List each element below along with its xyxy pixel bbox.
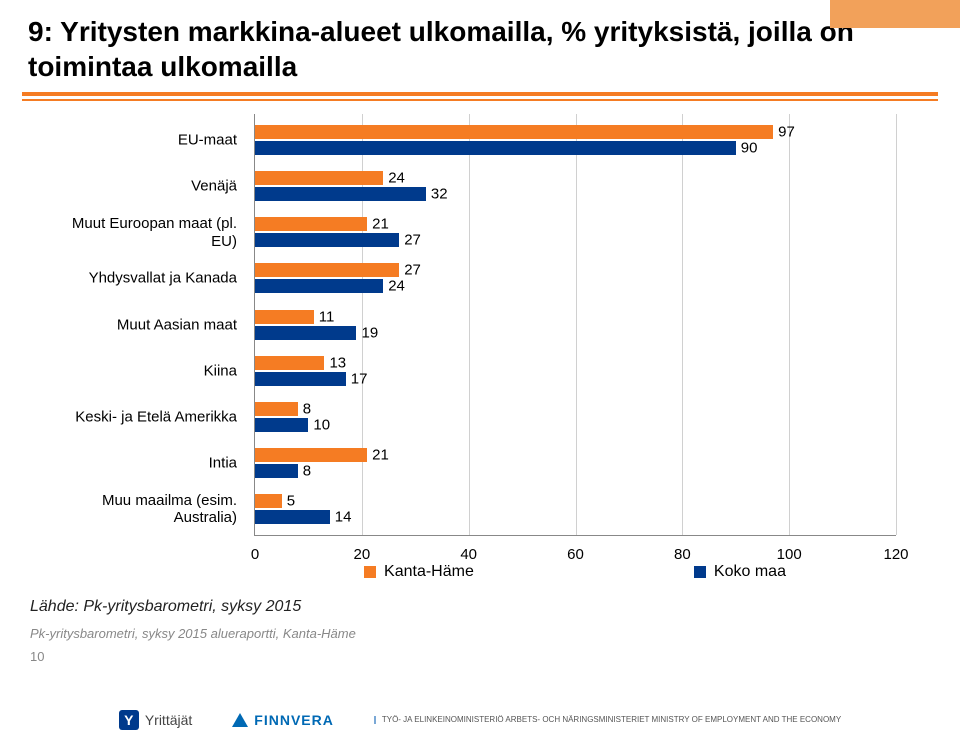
category-label: Keski- ja Etelä Amerikka — [45, 408, 245, 425]
bar-value-label: 5 — [282, 492, 295, 509]
gridline — [896, 114, 897, 535]
legend-label: Kanta-Häme — [384, 563, 474, 581]
bar-value-label: 13 — [324, 354, 346, 371]
yrittajat-icon: Y — [119, 710, 139, 730]
category-label: Intia — [45, 454, 245, 471]
title-rule — [22, 92, 938, 104]
bar-value-label: 32 — [426, 186, 448, 203]
bar-value-label: 24 — [383, 278, 405, 295]
bar-value-label: 97 — [773, 124, 795, 141]
bar: 21 — [255, 217, 367, 231]
bar: 11 — [255, 310, 314, 324]
chart-row: Muut Euroopan maat (pl. EU)2127 — [255, 212, 896, 252]
chart-row: Muu maailma (esim. Australia)514 — [255, 489, 896, 529]
bar: 97 — [255, 125, 773, 139]
bar: 19 — [255, 326, 356, 340]
category-label: Yhdysvallat ja Kanada — [45, 270, 245, 287]
chart-row: Keski- ja Etelä Amerikka810 — [255, 397, 896, 437]
logo-yrittajat: Y Yrittäjät — [119, 710, 192, 730]
category-label: EU-maat — [45, 131, 245, 148]
finnvera-icon — [232, 713, 248, 727]
chart-row: Intia218 — [255, 443, 896, 483]
footer-logos: Y Yrittäjät FINNVERA TYÖ- JA ELINKEINOMI… — [0, 710, 960, 730]
finnvera-label: FINNVERA — [254, 712, 334, 728]
legend-swatch — [364, 566, 376, 578]
bar: 5 — [255, 494, 282, 508]
chart-row: Muut Aasian maat1119 — [255, 305, 896, 345]
category-label: Muu maailma (esim. Australia) — [45, 492, 245, 527]
legend-item: Koko maa — [694, 563, 786, 581]
bar-value-label: 10 — [308, 416, 330, 433]
legend-swatch — [694, 566, 706, 578]
bar: 8 — [255, 464, 298, 478]
chart-row: Kiina1317 — [255, 351, 896, 391]
bar: 24 — [255, 279, 383, 293]
bar: 8 — [255, 402, 298, 416]
yrittajat-label: Yrittäjät — [145, 712, 192, 728]
bar-value-label: 17 — [346, 370, 368, 387]
chart-row: EU-maat9790 — [255, 120, 896, 160]
chart-row: Yhdysvallat ja Kanada2724 — [255, 258, 896, 298]
chart: 020406080100120EU-maat9790Venäjä2432Muut… — [44, 114, 916, 584]
bar-value-label: 21 — [367, 446, 389, 463]
legend-label: Koko maa — [714, 563, 786, 581]
bar-value-label: 8 — [298, 462, 311, 479]
plot-area: 020406080100120EU-maat9790Venäjä2432Muut… — [254, 114, 896, 536]
bar-value-label: 21 — [367, 216, 389, 233]
footer-text: Pk-yritysbarometri, syksy 2015 aluerapor… — [0, 626, 960, 641]
category-label: Kiina — [45, 362, 245, 379]
bar: 24 — [255, 171, 383, 185]
legend-item: Kanta-Häme — [364, 563, 474, 581]
category-label: Muut Euroopan maat (pl. EU) — [45, 215, 245, 250]
bar: 27 — [255, 263, 399, 277]
legend: Kanta-Häme Koko maa — [254, 560, 896, 584]
bar-value-label: 27 — [399, 262, 421, 279]
bar: 32 — [255, 187, 426, 201]
category-label: Venäjä — [45, 178, 245, 195]
bar-value-label: 8 — [298, 400, 311, 417]
bar: 14 — [255, 510, 330, 524]
bar-value-label: 19 — [356, 324, 378, 341]
bar-value-label: 27 — [399, 232, 421, 249]
bar-value-label: 11 — [314, 308, 335, 325]
bar-value-label: 90 — [736, 140, 758, 157]
bar: 17 — [255, 372, 346, 386]
page-number: 10 — [0, 649, 960, 664]
logo-finnvera: FINNVERA — [232, 712, 334, 728]
bar: 10 — [255, 418, 308, 432]
category-label: Muut Aasian maat — [45, 316, 245, 333]
bar: 21 — [255, 448, 367, 462]
chart-row: Venäjä2432 — [255, 166, 896, 206]
bar: 27 — [255, 233, 399, 247]
bar-value-label: 24 — [383, 170, 405, 187]
bar: 13 — [255, 356, 324, 370]
bar-value-label: 14 — [330, 508, 352, 525]
accent-box — [830, 0, 960, 28]
logo-tem: TYÖ- JA ELINKEINOMINISTERIÖ ARBETS- OCH … — [374, 716, 841, 724]
page-title: 9: Yritysten markkina-alueet ulkomailla,… — [0, 0, 960, 92]
source-text: Lähde: Pk-yritysbarometri, syksy 2015 — [0, 598, 960, 616]
bar: 90 — [255, 141, 736, 155]
